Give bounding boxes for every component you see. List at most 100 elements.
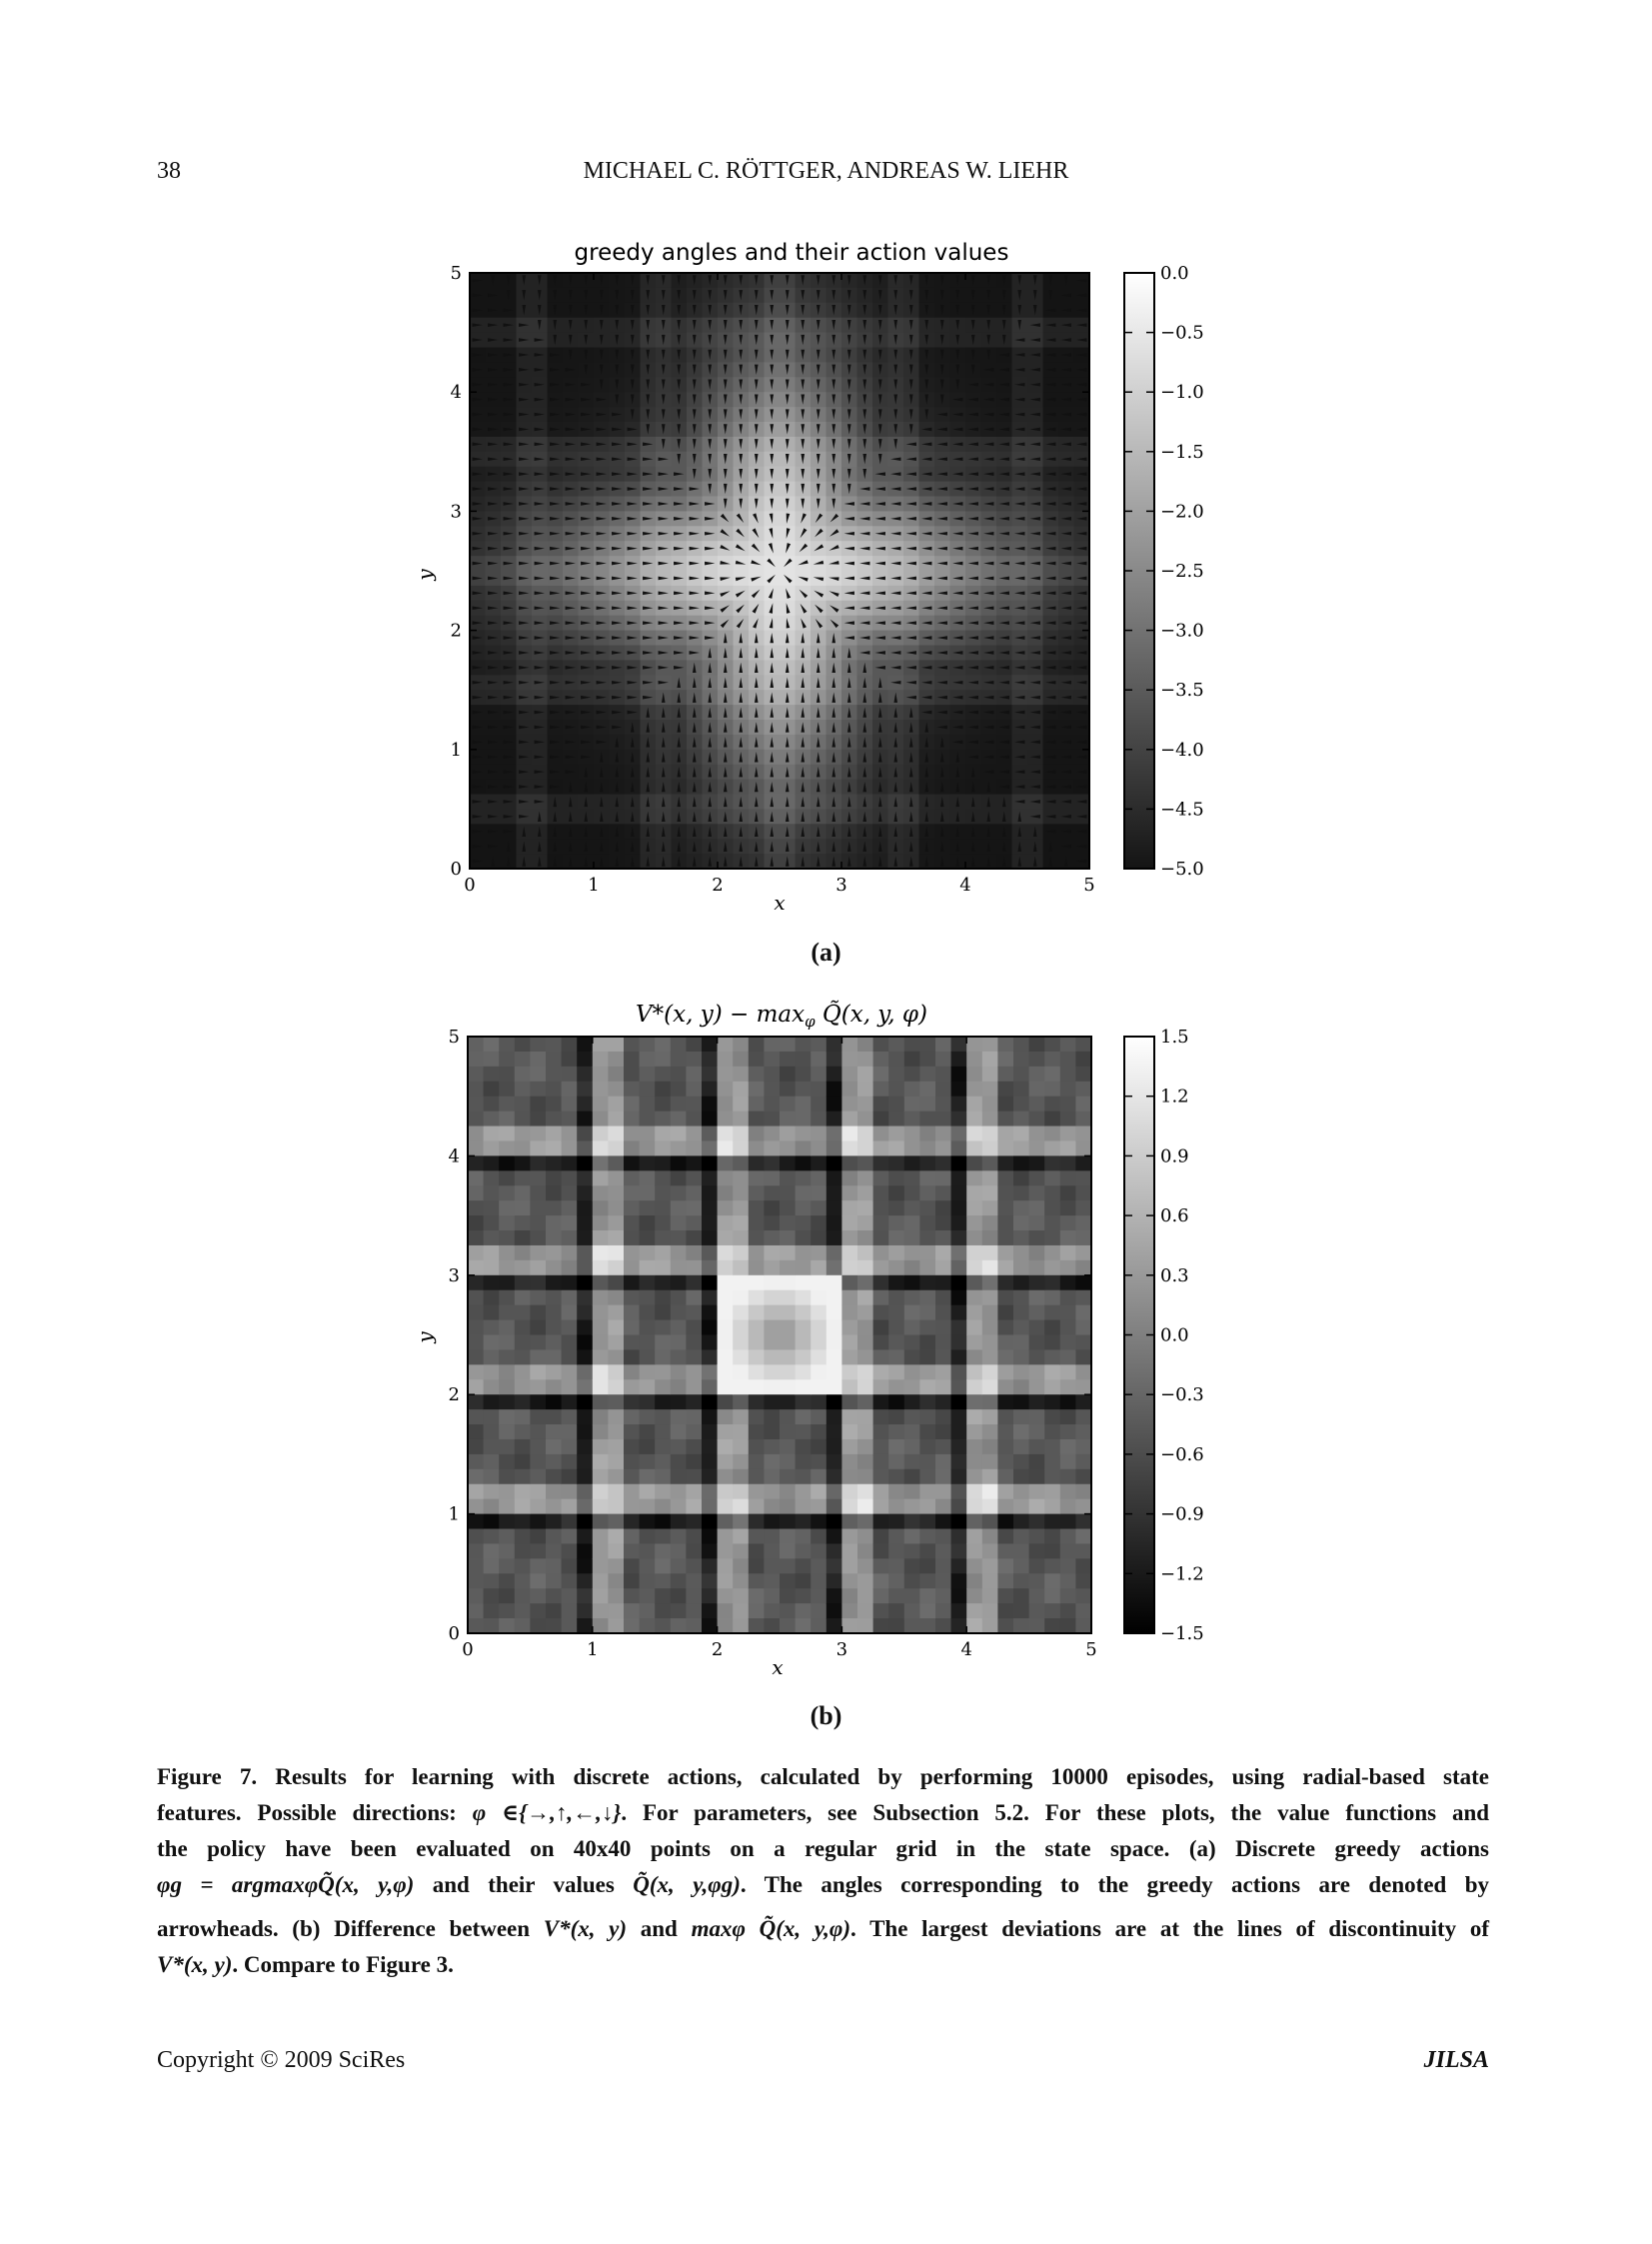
greedy-arrowhead [550, 695, 561, 700]
heatmap-cell [670, 1096, 687, 1113]
greedy-arrowhead [674, 531, 685, 536]
greedy-arrowhead [1045, 770, 1056, 774]
heatmap-cell [1013, 1618, 1030, 1634]
heatmap-cell [608, 1155, 625, 1171]
greedy-arrowhead [939, 319, 944, 331]
heatmap-cell [966, 1558, 983, 1574]
heatmap-cell [499, 1558, 516, 1574]
heatmap-cell [639, 1349, 656, 1365]
greedy-arrowhead [1032, 841, 1037, 852]
colorbar-tick-label: −2.0 [1160, 501, 1204, 522]
greedy-arrowhead [939, 349, 944, 361]
heatmap-cell [639, 1066, 656, 1083]
greedy-arrowhead [970, 796, 975, 808]
heatmap-cell [811, 1394, 827, 1410]
greedy-arrowhead [565, 457, 576, 462]
heatmap-cell [764, 1051, 781, 1068]
heatmap-cell [468, 1603, 485, 1619]
heatmap-cell [1013, 1498, 1030, 1515]
heatmap-cell [624, 1037, 641, 1053]
greedy-arrowhead [905, 666, 916, 670]
greedy-arrowhead [877, 856, 882, 867]
heatmap-cell [702, 1185, 719, 1201]
greedy-arrowhead [630, 364, 635, 376]
greedy-arrowhead [1014, 651, 1025, 655]
heatmap-cell [780, 1037, 797, 1053]
figure-a-xlabel: x [774, 891, 785, 915]
heatmap-cell [1059, 1111, 1076, 1127]
greedy-arrowhead [596, 502, 607, 506]
greedy-arrowhead [1045, 591, 1056, 596]
greedy-arrowhead [1060, 353, 1071, 357]
greedy-arrowhead [908, 707, 913, 718]
greedy-arrowhead [801, 662, 806, 674]
heatmap-cell [733, 1155, 750, 1171]
greedy-arrowhead [1014, 546, 1025, 551]
heatmap-cell [1013, 1334, 1030, 1351]
heatmap-cell [935, 1394, 952, 1410]
heatmap-cell [639, 1394, 656, 1410]
heatmap-cell [592, 1066, 609, 1083]
greedy-arrowhead [689, 576, 700, 581]
heatmap-cell [702, 1037, 719, 1053]
greedy-arrowhead [967, 680, 978, 685]
greedy-arrowhead [908, 424, 913, 435]
greedy-arrowhead [472, 442, 483, 447]
greedy-arrowhead [955, 290, 960, 301]
heatmap-cell [733, 1244, 750, 1261]
greedy-arrowhead [952, 621, 963, 625]
heatmap-cell [655, 1498, 672, 1515]
greedy-arrowhead [534, 531, 545, 536]
greedy-arrowhead [615, 856, 620, 867]
greedy-arrowhead [798, 560, 809, 566]
heatmap-cell [655, 1453, 672, 1470]
greedy-arrowhead [519, 800, 530, 804]
heatmap-cell [872, 1558, 889, 1574]
heatmap-cell [841, 1140, 858, 1156]
heatmap-cell [1059, 1155, 1076, 1171]
greedy-arrowhead [534, 636, 545, 640]
heatmap-cell [950, 1037, 967, 1053]
heatmap-cell [857, 1409, 874, 1425]
greedy-arrowhead [553, 811, 558, 823]
heatmap-cell [624, 1125, 641, 1142]
heatmap-cell [888, 1618, 905, 1634]
heatmap-cell [608, 1528, 625, 1545]
greedy-arrowhead [862, 707, 867, 718]
heatmap-cell [997, 1513, 1014, 1530]
heatmap-cell [1059, 1379, 1076, 1395]
heatmap-cell [702, 1603, 719, 1619]
heatmap-cell [686, 1483, 703, 1500]
heatmap-cell [717, 1379, 734, 1395]
heatmap-cell [670, 1558, 687, 1574]
heatmap-cell [483, 1394, 500, 1410]
greedy-arrowhead [519, 710, 530, 715]
heatmap-cell [748, 1424, 765, 1440]
heatmap-cell [1075, 1200, 1092, 1216]
greedy-arrowhead [708, 290, 713, 301]
heatmap-cell [1059, 1573, 1076, 1589]
heatmap-cell [639, 1573, 656, 1589]
greedy-arrowhead [893, 752, 898, 763]
heatmap-cell [903, 1588, 920, 1604]
greedy-arrowhead [967, 502, 978, 506]
heatmap-cell [717, 1274, 734, 1291]
greedy-arrowhead [1076, 517, 1087, 521]
greedy-arrowhead [553, 334, 558, 346]
greedy-arrowhead [550, 740, 561, 745]
heatmap-cell [748, 1051, 765, 1068]
greedy-arrowhead [519, 487, 530, 491]
colorbar-tick-label: −0.6 [1160, 1444, 1204, 1465]
heatmap-cell [592, 1603, 609, 1619]
greedy-arrowhead [936, 636, 947, 640]
heatmap-cell [795, 1185, 812, 1201]
heatmap-cell [702, 1319, 719, 1336]
heatmap-cell [733, 1588, 750, 1604]
heatmap-cell [748, 1125, 765, 1142]
heatmap-cell [561, 1200, 578, 1216]
greedy-arrowhead [550, 606, 561, 611]
greedy-arrowhead [1076, 606, 1087, 611]
greedy-arrowhead [1060, 457, 1071, 462]
greedy-arrowhead [550, 442, 561, 447]
greedy-arrowhead [708, 424, 713, 435]
